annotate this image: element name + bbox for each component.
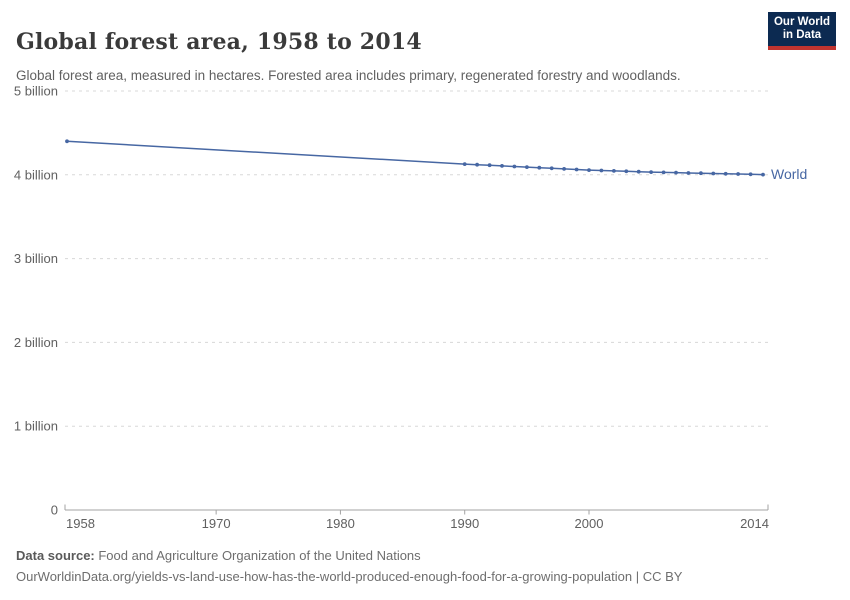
data-point[interactable] bbox=[525, 165, 529, 170]
owid-logo-line2: in Data bbox=[782, 29, 822, 41]
data-point[interactable] bbox=[537, 165, 542, 170]
data-point[interactable] bbox=[699, 171, 703, 176]
data-point[interactable] bbox=[487, 163, 492, 168]
data-point[interactable] bbox=[562, 167, 566, 171]
y-axis-tick-label: 3 billion bbox=[14, 251, 58, 266]
data-point[interactable] bbox=[636, 169, 641, 174]
data-point[interactable] bbox=[612, 169, 616, 173]
data-point[interactable] bbox=[761, 172, 765, 177]
x-axis-tick-label: 1958 bbox=[66, 516, 95, 531]
chart-svg: 0 1 billion 2 billion 3 billion 4 billion 5 b… bbox=[14, 84, 807, 532]
world-line-series[interactable] bbox=[66, 140, 764, 176]
data-point[interactable] bbox=[736, 172, 740, 176]
data-point[interactable] bbox=[549, 166, 554, 171]
y-axis-tick-label: 5 billion bbox=[14, 84, 58, 99]
data-point[interactable] bbox=[587, 168, 591, 173]
data-point[interactable] bbox=[512, 164, 517, 169]
data-point[interactable] bbox=[674, 170, 678, 175]
x-axis-tick-label: 1990 bbox=[450, 516, 479, 531]
footer-attribution-line: OurWorldinData.org/yields-vs-land-use-ho… bbox=[16, 569, 682, 584]
footer-url-link[interactable]: OurWorldinData.org/yields-vs-land-use-ho… bbox=[16, 569, 633, 584]
data-point[interactable] bbox=[462, 162, 467, 167]
data-point[interactable] bbox=[500, 164, 504, 168]
x-axis-tick-label: 1980 bbox=[326, 516, 355, 531]
y-axis-tick-label: 1 billion bbox=[14, 419, 58, 434]
x-axis-tick-label: 2000 bbox=[575, 516, 604, 531]
page-title: Global forest area, 1958 to 2014 bbox=[16, 28, 422, 55]
chart-subtitle: Global forest area, measured in hectares… bbox=[16, 67, 681, 83]
data-source-label: Data source: bbox=[16, 548, 95, 563]
data-point[interactable] bbox=[599, 168, 604, 173]
data-point[interactable] bbox=[686, 171, 691, 175]
series-label-world[interactable]: World bbox=[771, 166, 807, 182]
data-point[interactable] bbox=[711, 171, 716, 176]
owid-logo[interactable]: Our World in Data bbox=[768, 12, 836, 50]
footer-license: CC BY bbox=[642, 569, 683, 584]
y-axis-tick-label: 2 billion bbox=[14, 335, 58, 350]
data-point[interactable] bbox=[65, 139, 69, 144]
data-source-value: Food and Agriculture Organization of the… bbox=[94, 548, 421, 563]
data-point[interactable] bbox=[475, 162, 479, 167]
data-point[interactable] bbox=[748, 172, 753, 177]
x-axis-tick-label: 1970 bbox=[202, 516, 231, 531]
y-axis-tick-label: 0 bbox=[51, 503, 58, 518]
data-source-line: Data source: Food and Agriculture Organi… bbox=[16, 548, 421, 563]
data-point[interactable] bbox=[574, 167, 579, 172]
footer-license-separator: | bbox=[632, 569, 643, 584]
data-point[interactable] bbox=[661, 170, 666, 175]
x-axis-tick-label: 2014 bbox=[740, 516, 769, 531]
data-point[interactable] bbox=[649, 170, 653, 175]
y-axis-tick-label: 4 billion bbox=[14, 167, 58, 182]
data-point[interactable] bbox=[723, 171, 728, 176]
data-point[interactable] bbox=[624, 169, 629, 174]
owid-logo-line1: Our World bbox=[773, 15, 830, 28]
